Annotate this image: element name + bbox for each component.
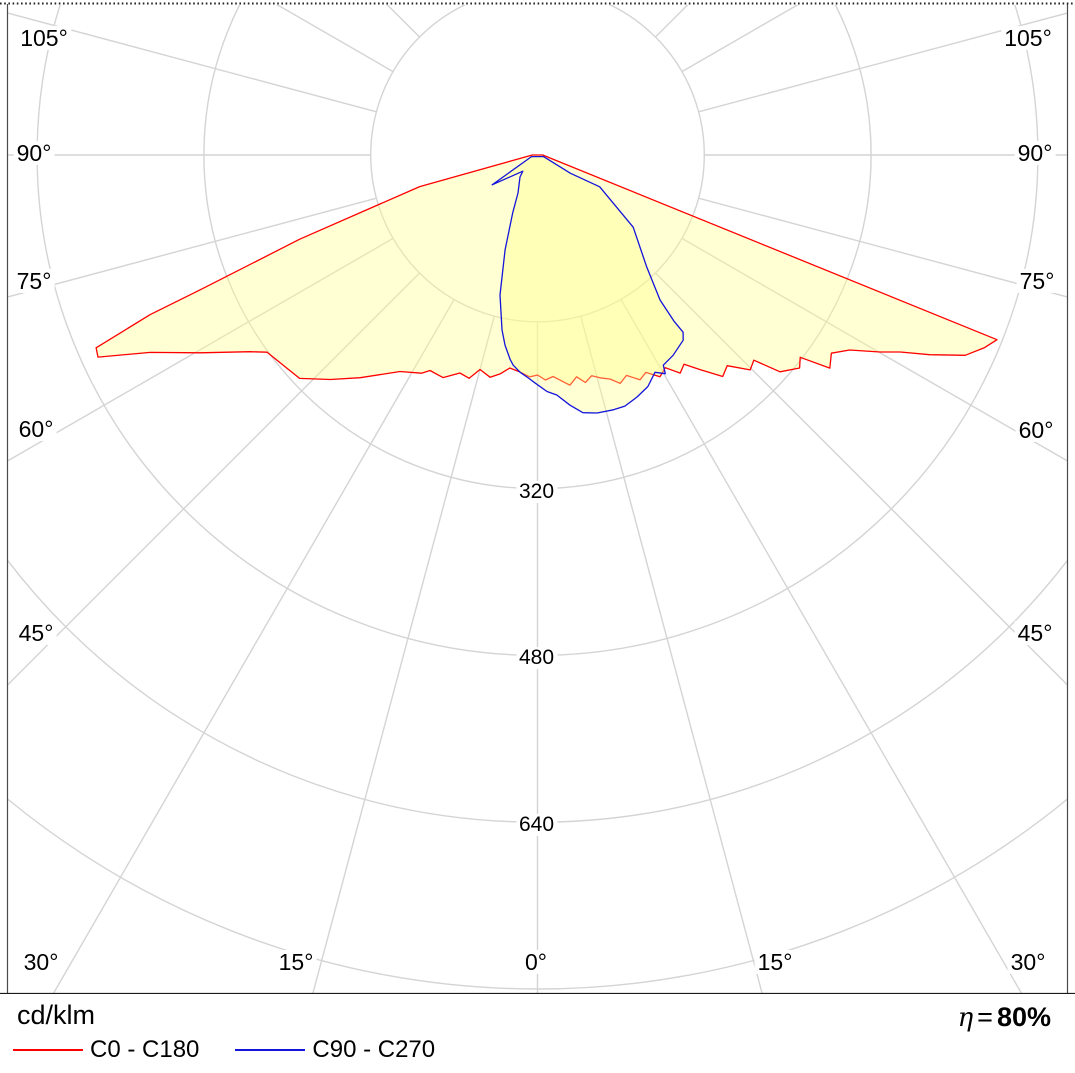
angle-tick-105°: 105°	[1001, 26, 1055, 50]
ring-tick-640: 640	[515, 814, 558, 837]
eta-value: 80%	[996, 1002, 1051, 1032]
grid-ray-30deg	[620, 299, 1023, 993]
angle-tick-45°: 45°	[15, 621, 57, 645]
grid-ray-75deg	[698, 197, 1067, 298]
ring-tick-320: 320	[515, 480, 558, 503]
chart-footer: cd/klm η = 80% C0 - C180 C90 - C270	[0, 994, 1075, 1073]
angle-tick-90°: 90°	[1014, 141, 1056, 165]
grid-ray--105deg	[8, 12, 377, 113]
efficiency-label: η = 80%	[958, 1002, 1051, 1033]
angle-tick-75°: 75°	[1016, 269, 1058, 293]
grid-ray--60deg	[8, 237, 394, 462]
grid-ray-105deg	[698, 12, 1067, 113]
angle-tick-45°: 45°	[1014, 621, 1056, 645]
grid-ray--15deg	[312, 315, 496, 993]
grid-ray--75deg	[8, 197, 377, 298]
ring-tick-480: 480	[515, 647, 558, 670]
angle-tick-75°: 75°	[13, 269, 55, 293]
angle-tick-15°: 15°	[754, 950, 796, 974]
grid-ray--45deg	[8, 272, 421, 686]
eta-symbol: η	[957, 1003, 974, 1033]
eta-equals: =	[977, 1002, 993, 1032]
c0-c180-curve	[95, 154, 998, 386]
grid-ray-15deg	[579, 315, 763, 993]
angle-tick-60°: 60°	[1015, 418, 1057, 442]
legend-line-red	[13, 1049, 83, 1051]
angle-tick-0°: 0°	[522, 950, 550, 974]
legend-label: C0 - C180	[90, 1036, 200, 1063]
grid-ray-45deg	[654, 272, 1067, 686]
legend-line-blue	[235, 1049, 306, 1051]
angle-tick-90°: 90°	[13, 141, 55, 165]
c90-c270-curve	[491, 155, 684, 414]
angle-tick-15°: 15°	[275, 950, 317, 974]
grid-ray-60deg	[681, 237, 1067, 462]
legend: C0 - C180 C90 - C270	[13, 1038, 435, 1062]
angle-tick-30°: 30°	[1007, 950, 1049, 974]
angle-tick-60°: 60°	[15, 417, 57, 441]
units-label: cd/klm	[17, 1000, 96, 1030]
grid-ray--30deg	[52, 299, 455, 993]
legend-item-c90-c270: C90 - C270	[235, 1038, 435, 1062]
legend-item-c0-c180: C0 - C180	[13, 1038, 199, 1062]
angle-tick-105°: 105°	[17, 26, 71, 50]
angle-tick-30°: 30°	[20, 950, 62, 974]
legend-label: C90 - C270	[312, 1036, 436, 1063]
